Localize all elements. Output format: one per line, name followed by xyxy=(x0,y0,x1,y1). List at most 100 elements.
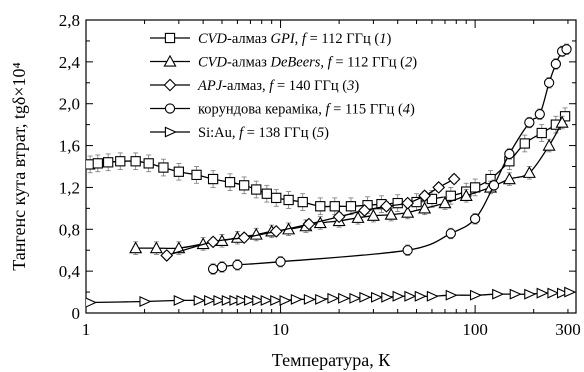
data-point xyxy=(173,294,186,306)
data-point xyxy=(384,207,398,220)
series-1 xyxy=(86,107,571,216)
data-point xyxy=(315,293,328,305)
x-tick-label: 100 xyxy=(462,320,488,339)
data-point xyxy=(139,296,152,307)
data-point xyxy=(329,201,340,212)
y-tick-label: 0,8 xyxy=(59,220,80,239)
data-point xyxy=(401,196,415,210)
series-3 xyxy=(160,172,461,262)
y-tick-label: 2,8 xyxy=(59,11,80,30)
legend-item-5: Si:Au, f = 138 ГГц (5) xyxy=(150,125,329,141)
data-point xyxy=(536,127,547,139)
data-point xyxy=(445,228,456,239)
data-point xyxy=(271,192,282,204)
legend-item-1: CVD-алмаз GPI, f = 112 ГГц (1) xyxy=(150,31,391,47)
data-point xyxy=(418,189,431,203)
data-point xyxy=(290,293,303,305)
series-4 xyxy=(207,43,572,275)
data-point xyxy=(445,289,458,301)
data-point xyxy=(283,194,294,206)
data-point xyxy=(173,166,184,177)
data-point xyxy=(236,294,249,306)
data-point xyxy=(550,58,562,70)
legend-label: корундова кераміка, f = 115 ГГц (4) xyxy=(198,102,415,118)
data-point xyxy=(232,259,243,271)
data-point xyxy=(502,172,516,185)
data-point xyxy=(86,297,98,308)
data-point xyxy=(251,184,262,195)
data-point xyxy=(221,294,234,306)
data-point xyxy=(426,290,439,302)
data-point xyxy=(404,290,417,302)
data-point xyxy=(469,289,483,301)
data-point xyxy=(206,235,220,249)
data-point xyxy=(204,294,217,306)
data-point xyxy=(414,290,427,302)
y-tick-label: 0,4 xyxy=(59,262,81,281)
data-point xyxy=(129,241,143,254)
data-point xyxy=(401,205,415,218)
data-point xyxy=(555,115,569,128)
data-point xyxy=(261,188,272,199)
data-point xyxy=(469,213,481,224)
data-point xyxy=(556,287,570,299)
legend-item-3: APJ-алмаз, f = 140 ГГц (3) xyxy=(150,78,359,94)
data-point xyxy=(224,177,236,188)
data-point xyxy=(163,78,177,92)
data-point xyxy=(269,225,283,238)
legend-label: APJ-алмаз, f = 140 ГГц (3) xyxy=(197,78,359,94)
data-point xyxy=(418,201,432,214)
legend-item-4: корундова кераміка, f = 115 ГГц (4) xyxy=(150,102,415,118)
y-tick-label: 2,4 xyxy=(59,53,81,72)
data-point xyxy=(432,181,446,194)
data-point xyxy=(275,256,286,267)
data-point xyxy=(332,210,346,224)
data-point xyxy=(345,201,357,212)
data-point xyxy=(349,292,362,304)
y-tick-label: 1,2 xyxy=(59,178,80,197)
data-point xyxy=(358,204,371,217)
legend: CVD-алмаз GPI, f = 112 ГГц (1) CVD-алмаз … xyxy=(150,31,417,141)
data-point xyxy=(279,294,292,306)
data-point xyxy=(543,77,555,88)
series-5 xyxy=(86,286,576,308)
axes-layer: 0 0,4 0,8 1,2 1,6 2,0 2,4 2,8 1 10 100 300 xyxy=(59,11,581,339)
data-point xyxy=(303,293,316,305)
data-point xyxy=(380,199,393,213)
data-point xyxy=(488,180,500,191)
series-layer xyxy=(86,43,576,308)
data-point xyxy=(534,109,545,120)
data-point xyxy=(519,138,530,149)
data-point xyxy=(229,294,242,306)
x-tick-label: 300 xyxy=(555,320,581,339)
data-point xyxy=(216,261,228,273)
data-point xyxy=(270,294,283,306)
data-point xyxy=(252,294,265,306)
data-point xyxy=(564,286,576,298)
data-point xyxy=(469,182,481,193)
data-point xyxy=(392,197,403,209)
data-point xyxy=(164,103,176,114)
data-point xyxy=(542,138,556,151)
data-point xyxy=(509,288,522,300)
data-point xyxy=(237,231,251,245)
data-point xyxy=(438,196,452,209)
legend-label: CVD-алмаз GPI, f = 112 ГГц (1) xyxy=(198,31,391,47)
data-point xyxy=(130,156,141,167)
data-point xyxy=(522,166,536,178)
data-point xyxy=(447,172,461,186)
data-point xyxy=(160,249,174,262)
data-point xyxy=(158,162,169,173)
data-point xyxy=(315,201,326,212)
data-point xyxy=(504,148,515,160)
data-point xyxy=(143,158,154,169)
series-2 xyxy=(129,115,569,255)
y-axis-title: Тангенс кута втрат, tgδ×10⁴ xyxy=(9,62,29,271)
data-point xyxy=(149,241,163,254)
data-point xyxy=(191,169,202,181)
legend-item-2: CVD-алмаз DeBeers, f = 112 ГГц (2) xyxy=(150,55,417,71)
y-tick-label: 2,0 xyxy=(59,95,80,114)
legend-label: CVD-алмаз DeBeers, f = 112 ГГц (2) xyxy=(198,55,417,71)
data-point xyxy=(524,288,537,300)
